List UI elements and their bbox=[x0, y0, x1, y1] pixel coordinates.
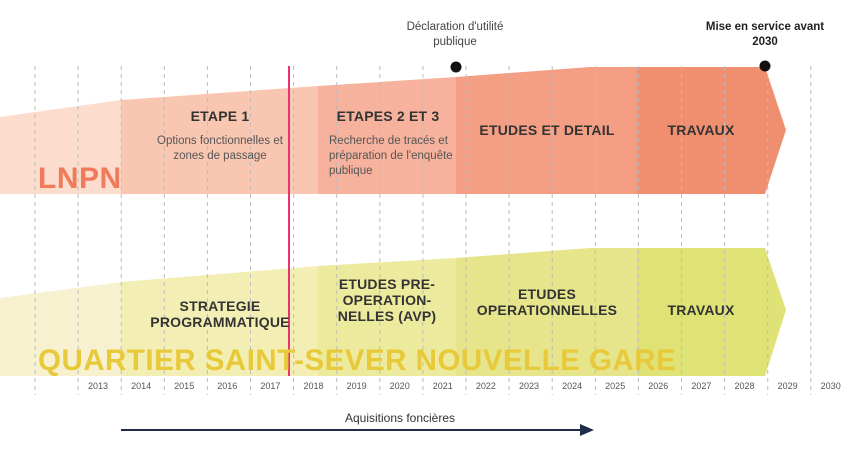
lnpn-label: LNPN bbox=[38, 162, 122, 195]
lnpn-phase-etapes23-desc: Recherche de tracés et préparation de l'… bbox=[329, 135, 453, 177]
year-tick-label: 2015 bbox=[174, 381, 194, 391]
acquisitions-arrowhead bbox=[580, 424, 594, 436]
lnpn-band-etudes bbox=[456, 67, 637, 194]
year-tick-label: 2028 bbox=[734, 381, 754, 391]
lnpn-band-etape1 bbox=[121, 86, 318, 194]
milestone-dot-mise-en-service bbox=[759, 60, 771, 72]
quartier-band-travaux bbox=[637, 248, 786, 376]
year-tick-label: 2018 bbox=[303, 381, 323, 391]
quartier-band-strategie bbox=[121, 266, 318, 376]
lnpn-phase-travaux-title: TRAVAUX bbox=[667, 122, 735, 138]
milestone-declaration-label: Déclaration d'utilité publique bbox=[406, 21, 504, 48]
lnpn-band-past bbox=[0, 100, 121, 194]
year-tick-label: 2024 bbox=[562, 381, 582, 391]
year-tick-label: 2022 bbox=[476, 381, 496, 391]
year-tick-label: 2013 bbox=[88, 381, 108, 391]
milestone-dot-declaration bbox=[450, 61, 462, 73]
lnpn-phase-etapes23-title: ETAPES 2 ET 3 bbox=[336, 108, 440, 124]
year-tick-label: 2026 bbox=[648, 381, 668, 391]
lnpn-phase-etape1-title: ETAPE 1 bbox=[190, 108, 250, 124]
acquisitions-label: Aquisitions foncières bbox=[344, 411, 456, 425]
milestone-mise-en-service-label: Mise en service avant 2030 bbox=[705, 21, 825, 48]
quartier-band-avp bbox=[318, 258, 456, 376]
quartier-phase-strategie-title: STRATEGIE PROGRAMMATIQUE bbox=[150, 298, 290, 331]
quartier-phase-avp-title: ETUDES PRE-OPERATION-NELLES (AVP) bbox=[337, 276, 437, 325]
quartier-phase-travaux-title: TRAVAUX bbox=[667, 302, 735, 318]
year-tick-label: 2027 bbox=[691, 381, 711, 391]
quartier-band-past bbox=[0, 282, 121, 376]
year-tick-label: 2025 bbox=[605, 381, 625, 391]
year-tick-label: 2017 bbox=[260, 381, 280, 391]
year-labels: 2013 2014 2015 2016 2017 2018 2019 2020 2021 2022… bbox=[88, 381, 841, 391]
quartier-label: QUARTIER SAINT-SEVER NOUVELLE GARE bbox=[38, 344, 677, 377]
year-tick-label: 2019 bbox=[347, 381, 367, 391]
year-tick-label: 2020 bbox=[390, 381, 410, 391]
lnpn-phase-etape1-desc: Options fonctionnelles et zones de passa… bbox=[157, 135, 283, 162]
year-tick-label: 2014 bbox=[131, 381, 151, 391]
year-tick-label: 2030 bbox=[821, 381, 841, 391]
year-tick-label: 2023 bbox=[519, 381, 539, 391]
lnpn-phase-etudes-title: ETUDES ET DETAIL bbox=[479, 122, 615, 138]
year-tick-label: 2029 bbox=[778, 381, 798, 391]
year-gridlines bbox=[34, 66, 812, 395]
quartier-phase-operationnelles-title: ETUDES OPERATIONNELLES bbox=[476, 286, 618, 319]
lnpn-band-etapes23 bbox=[318, 77, 456, 194]
year-tick-label: 2021 bbox=[433, 381, 453, 391]
quartier-band-operationnelles bbox=[456, 248, 637, 376]
lnpn-band-travaux bbox=[637, 67, 786, 194]
year-tick-label: 2016 bbox=[217, 381, 237, 391]
